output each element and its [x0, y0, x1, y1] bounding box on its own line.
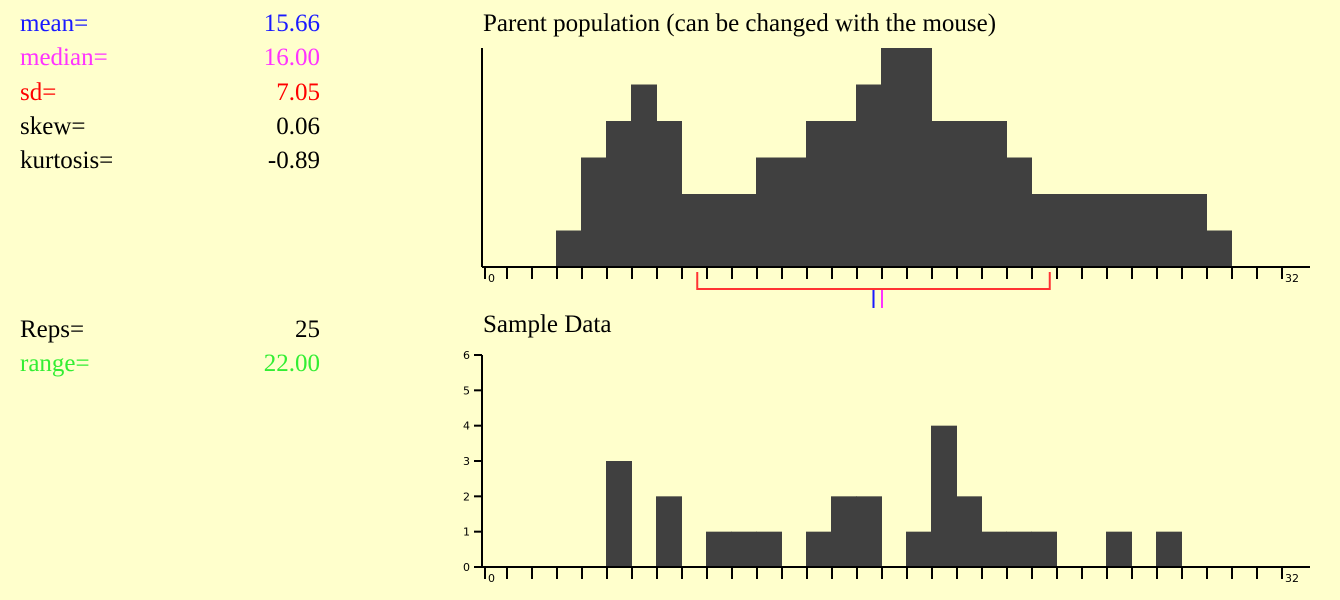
parent-bar	[906, 48, 932, 267]
parent-bar	[806, 121, 832, 267]
parent-bar	[731, 194, 757, 267]
sample-bar	[1031, 531, 1057, 567]
sample-x-tick-label: 32	[1285, 572, 1299, 585]
mean-label: mean=	[20, 10, 89, 37]
sample-y-tick-label: 5	[463, 384, 470, 397]
range-label: range=	[20, 350, 90, 377]
parent-bar	[756, 157, 782, 267]
sample-bar	[831, 496, 857, 567]
sample-data-chart: 0 1 2 3 4 5 6 0 32	[463, 349, 1310, 585]
mean-value: 15.66	[263, 10, 320, 37]
parent-bar	[831, 121, 857, 267]
sample-x-tick-label: 0	[488, 572, 495, 585]
parent-bar	[1206, 230, 1232, 267]
reps-value: 25	[295, 316, 320, 343]
sample-bar	[806, 531, 832, 567]
sample-bar	[981, 531, 1007, 567]
parent-bar	[581, 157, 607, 267]
sample-bar	[1156, 531, 1182, 567]
sample-bar	[606, 461, 632, 567]
sd-value: 7.05	[276, 79, 320, 106]
skew-label: skew=	[20, 113, 86, 140]
parent-population-chart[interactable]: 0 32	[481, 48, 1310, 308]
parent-bar	[1181, 194, 1207, 267]
sample-y-tick-label: 0	[463, 561, 470, 574]
parent-x-tick-label: 0	[488, 272, 495, 285]
parent-bar	[1056, 194, 1082, 267]
parent-bar	[781, 157, 807, 267]
sample-bar	[731, 531, 757, 567]
parent-bar	[706, 194, 732, 267]
parent-bar	[656, 121, 682, 267]
sample-bar	[1106, 531, 1132, 567]
sample-bar	[756, 531, 782, 567]
parent-bar	[606, 121, 632, 267]
parent-bar	[1081, 194, 1107, 267]
sample-y-tick-label: 2	[463, 490, 470, 503]
parent-bar	[931, 121, 957, 267]
sample-bar	[956, 496, 982, 567]
parent-bar	[681, 194, 707, 267]
sample-y-tick-label: 6	[463, 349, 470, 362]
parent-bar	[881, 48, 907, 267]
parent-bar	[1131, 194, 1157, 267]
parent-bar	[1031, 194, 1057, 267]
sd-bracket	[696, 272, 1051, 290]
parent-bar	[1106, 194, 1132, 267]
parent-population-title: Parent population (can be changed with t…	[483, 10, 997, 37]
sd-label: sd=	[20, 79, 57, 106]
kurtosis-value: -0.89	[267, 147, 320, 174]
sample-y-tick-label: 4	[463, 420, 470, 433]
parent-bar	[956, 121, 982, 267]
sample-bar	[706, 531, 732, 567]
parent-bar	[856, 84, 882, 267]
sample-bar	[931, 425, 957, 567]
median-value: 16.00	[263, 44, 320, 71]
parent-bar	[1006, 157, 1032, 267]
sample-y-tick-label: 3	[463, 455, 470, 468]
parent-bar	[1156, 194, 1182, 267]
sample-data-title: Sample Data	[483, 311, 612, 338]
sample-bar	[1006, 531, 1032, 567]
parent-bar	[981, 121, 1007, 267]
sample-y-tick-label: 1	[463, 526, 470, 539]
kurtosis-label: kurtosis=	[20, 147, 114, 174]
skew-value: 0.06	[276, 113, 320, 140]
parent-x-tick-label: 32	[1285, 272, 1299, 285]
reps-label: Reps=	[20, 316, 85, 343]
sample-bar	[856, 496, 882, 567]
parent-bar	[631, 84, 657, 267]
median-label: median=	[20, 44, 108, 71]
sample-bar	[906, 531, 932, 567]
parent-bar	[556, 230, 582, 267]
range-value: 22.00	[263, 350, 320, 377]
sample-bar	[656, 496, 682, 567]
